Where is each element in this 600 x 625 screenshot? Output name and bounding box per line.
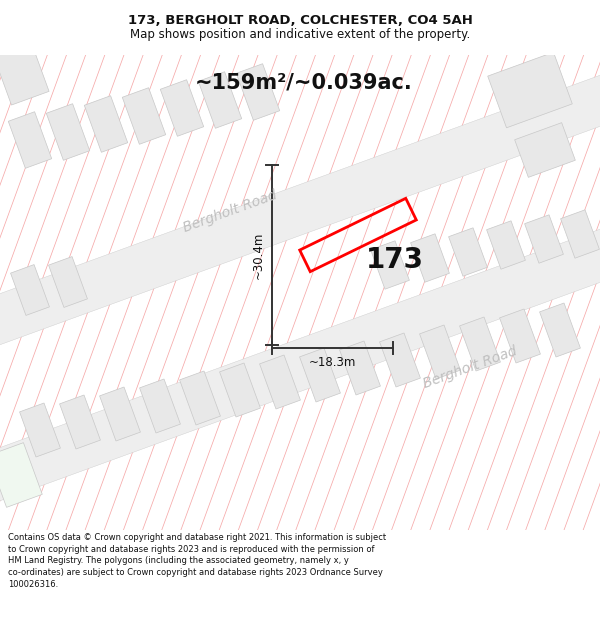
Text: ~18.3m: ~18.3m [309, 356, 356, 369]
Polygon shape [515, 122, 575, 177]
Polygon shape [84, 96, 128, 152]
Polygon shape [449, 228, 487, 276]
Polygon shape [0, 35, 49, 105]
Polygon shape [419, 325, 460, 379]
Polygon shape [380, 333, 421, 387]
Text: Map shows position and indicative extent of the property.: Map shows position and indicative extent… [130, 28, 470, 41]
Polygon shape [524, 215, 563, 263]
Polygon shape [59, 395, 100, 449]
Text: 173: 173 [366, 246, 424, 274]
Polygon shape [122, 88, 166, 144]
Polygon shape [539, 303, 580, 357]
Polygon shape [460, 317, 500, 371]
Polygon shape [46, 104, 90, 160]
Text: ~159m²/~0.039ac.: ~159m²/~0.039ac. [195, 72, 413, 92]
Text: Contains OS data © Crown copyright and database right 2021. This information is : Contains OS data © Crown copyright and d… [8, 533, 386, 589]
Polygon shape [0, 442, 42, 508]
Polygon shape [0, 34, 600, 386]
Polygon shape [299, 348, 340, 402]
Polygon shape [179, 371, 220, 425]
Polygon shape [198, 72, 242, 128]
Polygon shape [560, 210, 599, 258]
Polygon shape [11, 264, 49, 316]
Polygon shape [100, 387, 140, 441]
Polygon shape [410, 234, 449, 282]
Polygon shape [340, 341, 380, 395]
Text: 173, BERGHOLT ROAD, COLCHESTER, CO4 5AH: 173, BERGHOLT ROAD, COLCHESTER, CO4 5AH [128, 14, 472, 27]
Polygon shape [488, 52, 572, 127]
Polygon shape [8, 112, 52, 168]
Polygon shape [0, 188, 600, 542]
Text: Bergholt Road: Bergholt Road [421, 344, 519, 391]
Polygon shape [49, 257, 88, 308]
Polygon shape [220, 363, 260, 417]
Polygon shape [260, 355, 301, 409]
Polygon shape [487, 221, 526, 269]
Polygon shape [20, 403, 61, 457]
Polygon shape [371, 241, 409, 289]
Polygon shape [160, 80, 204, 136]
Polygon shape [236, 64, 280, 120]
Polygon shape [500, 309, 541, 363]
Text: ~30.4m: ~30.4m [251, 231, 265, 279]
Polygon shape [140, 379, 181, 433]
Text: Bergholt Road: Bergholt Road [181, 189, 279, 236]
